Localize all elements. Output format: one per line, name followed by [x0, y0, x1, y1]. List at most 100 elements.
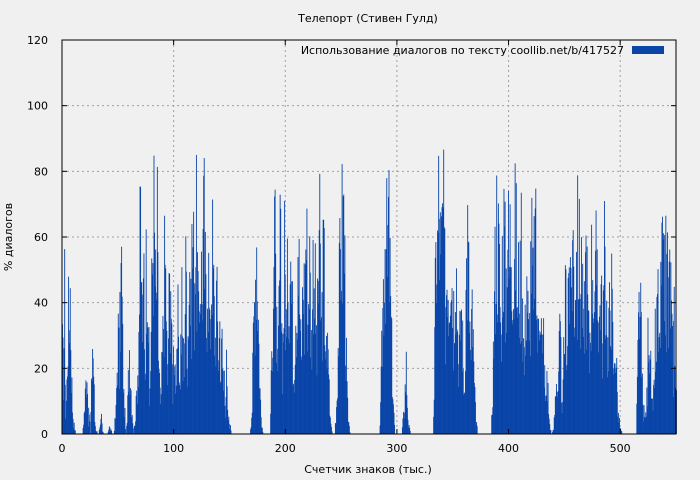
- bar: [291, 303, 293, 434]
- bar: [251, 412, 253, 434]
- bar: [175, 385, 177, 434]
- bar: [86, 396, 87, 434]
- bar: [108, 429, 110, 434]
- bar: [518, 242, 519, 434]
- bar: [275, 362, 277, 434]
- bar: [461, 371, 463, 434]
- bar: [458, 364, 460, 434]
- bar: [291, 281, 293, 434]
- bar: [187, 386, 188, 434]
- bar: [380, 366, 382, 434]
- bar: [553, 430, 555, 434]
- bar: [94, 421, 96, 434]
- bar: [655, 361, 657, 434]
- bar: [320, 320, 322, 434]
- bar: [530, 241, 532, 434]
- bar: [492, 407, 494, 434]
- y-tick-label: 0: [41, 428, 48, 441]
- bar: [261, 427, 263, 434]
- bar: [494, 226, 496, 434]
- bar: [168, 273, 170, 434]
- bar: [227, 419, 229, 434]
- bar: [250, 429, 252, 434]
- bar: [500, 334, 502, 434]
- bar: [296, 332, 298, 434]
- bar: [581, 237, 583, 434]
- bar: [621, 431, 623, 434]
- bar: [252, 352, 254, 434]
- bar: [454, 343, 456, 434]
- bar: [590, 342, 591, 434]
- bar: [580, 294, 582, 434]
- bar: [215, 366, 217, 434]
- bar: [348, 422, 350, 434]
- bar: [533, 216, 535, 434]
- bar: [67, 376, 68, 434]
- bar: [563, 337, 565, 434]
- bar: [331, 427, 332, 434]
- bar: [224, 417, 226, 434]
- bar: [148, 327, 150, 434]
- bar: [583, 281, 585, 434]
- bar: [592, 280, 594, 434]
- y-tick-label: 80: [34, 165, 48, 178]
- bar: [612, 322, 614, 434]
- bar: [439, 212, 441, 434]
- bar: [160, 394, 162, 434]
- bar: [339, 249, 341, 434]
- bar: [274, 189, 276, 434]
- bar: [281, 323, 283, 434]
- bar: [282, 333, 284, 434]
- bar: [674, 366, 676, 434]
- bar: [559, 321, 561, 434]
- bar: [459, 340, 461, 434]
- bar: [99, 424, 101, 434]
- bar: [190, 278, 192, 434]
- bar: [292, 385, 294, 434]
- bar: [226, 349, 228, 434]
- bar: [598, 322, 600, 434]
- bar: [549, 430, 551, 434]
- bar: [525, 340, 527, 434]
- bar: [146, 334, 148, 434]
- bar: [501, 235, 503, 434]
- bar: [471, 308, 473, 434]
- bar: [575, 300, 577, 434]
- bar: [126, 425, 128, 434]
- bar: [442, 207, 444, 434]
- bar: [304, 264, 306, 434]
- bar: [664, 335, 666, 434]
- bar: [318, 280, 320, 434]
- bar: [219, 321, 221, 434]
- bar: [342, 303, 344, 434]
- bar: [210, 319, 212, 434]
- bar: [506, 332, 508, 434]
- bar: [171, 364, 173, 434]
- bar: [307, 324, 309, 434]
- bar: [648, 362, 649, 434]
- bar: [557, 397, 559, 434]
- bar: [529, 356, 531, 434]
- bar: [585, 252, 586, 434]
- bar: [182, 381, 184, 434]
- bar: [107, 431, 109, 434]
- bar: [385, 249, 387, 434]
- bar: [598, 316, 600, 434]
- bar: [316, 375, 318, 434]
- bar: [457, 331, 459, 434]
- bar: [576, 339, 578, 434]
- bar: [93, 376, 95, 434]
- bar: [122, 392, 124, 434]
- bar: [557, 391, 559, 434]
- bar: [141, 342, 143, 434]
- bar: [470, 349, 471, 434]
- bar: [404, 384, 406, 434]
- bar: [640, 282, 642, 434]
- bar: [573, 266, 575, 434]
- bar: [176, 348, 178, 434]
- bar: [458, 334, 460, 434]
- bar: [211, 315, 213, 434]
- bar: [476, 421, 478, 434]
- bar: [561, 413, 563, 434]
- bar: [127, 370, 129, 434]
